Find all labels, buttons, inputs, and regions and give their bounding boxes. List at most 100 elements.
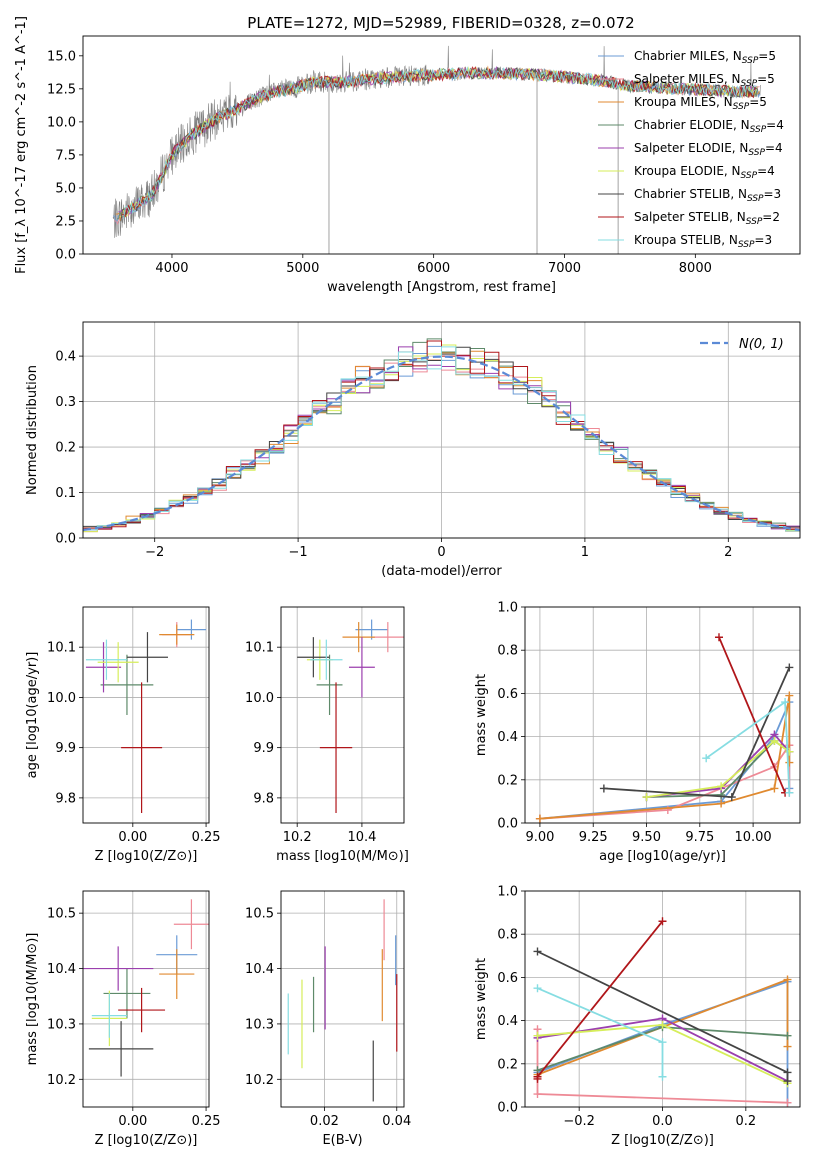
spectrum-legend: Chabrier MILES, NSSP=5 Salpeter MILES, NS… <box>598 49 784 250</box>
y-tick-label: 0.6 <box>497 687 518 702</box>
residuals-data <box>83 338 800 533</box>
y-tick-label: 0.1 <box>55 486 76 501</box>
weight-point <box>783 975 792 984</box>
weight-point <box>770 736 779 745</box>
plot-frame <box>280 606 405 824</box>
y-tick-label: 15.0 <box>47 49 76 64</box>
x-tick-label: 0.0 <box>652 1114 673 1129</box>
y-tick-label: 12.5 <box>47 82 76 97</box>
weight-point <box>533 1090 542 1099</box>
y-tick-label: 7.5 <box>55 148 76 163</box>
weight-point <box>717 782 726 791</box>
x-tick-label: 0.25 <box>192 830 221 845</box>
mass_weight_vs_Z-data <box>533 917 792 1107</box>
spectrum-model-9 <box>123 66 756 220</box>
y-tick-label: 0.0 <box>55 248 76 263</box>
y-tick-label: 9.8 <box>253 791 274 806</box>
x-tick-label: 10.00 <box>734 830 771 845</box>
mass_vs_Z-data <box>83 899 209 1077</box>
weight-point <box>783 1042 792 1051</box>
y-tick-label: 9.9 <box>253 741 274 756</box>
y-tick-label: 0.4 <box>497 1014 518 1029</box>
y-tick-label: 9.8 <box>55 791 76 806</box>
figure-title: PLATE=1272, MJD=52989, FIBERID=0328, z=0… <box>247 14 634 32</box>
x-tick-label: −1 <box>289 545 308 560</box>
weight-line-9 <box>705 700 791 793</box>
y-tick-label: 2.5 <box>55 214 76 229</box>
y-tick-label: 10.0 <box>47 691 76 706</box>
gaussian-curve <box>83 355 800 532</box>
age_vs_mass-data <box>297 619 404 813</box>
spectrum-data <box>112 45 761 254</box>
spectrum-model-7 <box>120 67 758 222</box>
x-tick-label: 0.04 <box>382 1114 411 1129</box>
legend-entry: Salpeter MILES, NSSP=5 <box>634 72 775 89</box>
x-tick-label: 10.2 <box>283 830 312 845</box>
y-axis-label: mass weight <box>474 674 489 756</box>
y-tick-label: 10.0 <box>47 115 76 130</box>
x-tick-label: −0.2 <box>563 1114 595 1129</box>
y-tick-label: 0.2 <box>55 441 76 456</box>
weight-point <box>533 947 542 956</box>
y-tick-label: 1.0 <box>497 601 518 616</box>
y-tick-label: 10.5 <box>245 907 274 922</box>
y-tick-label: 10.0 <box>245 691 274 706</box>
x-tick-label: 5000 <box>286 261 319 276</box>
plot-frame <box>82 321 801 539</box>
plot-frame <box>82 890 210 1108</box>
y-tick-label: 5.0 <box>55 181 76 196</box>
y-tick-label: 0.0 <box>497 1101 518 1116</box>
mass_vs_ebv-panel: 0.02 0.04 10.2 10.3 10.4 10.5 E(B-V) <box>245 890 411 1148</box>
residual-histogram-9 <box>83 346 800 532</box>
weight-point <box>658 1020 667 1029</box>
x-tick-label: 9.50 <box>632 830 661 845</box>
x-axis-label: Z [log10(Z/Z⊙)] <box>611 1133 714 1148</box>
weight-point <box>785 788 794 797</box>
x-axis-label: E(B-V) <box>322 1133 362 1148</box>
legend-entry: Chabrier STELIB, NSSP=3 <box>634 187 781 204</box>
legend-entry: Salpeter STELIB, NSSP=2 <box>634 210 780 227</box>
x-tick-label: 9.00 <box>525 830 554 845</box>
legend-entry: Kroupa MILES, NSSP=5 <box>634 95 767 112</box>
weight-point <box>533 1072 542 1081</box>
mass_vs_ebv-data <box>287 899 398 1102</box>
y-tick-label: 0.8 <box>497 928 518 943</box>
x-axis-label: Z [log10(Z/Z⊙)] <box>95 849 198 864</box>
plot-frame <box>82 35 801 255</box>
weight-point <box>702 754 711 763</box>
residuals-legend: N(0, 1) <box>700 337 784 352</box>
weight-point <box>783 1077 792 1086</box>
x-tick-label: 10.4 <box>347 830 376 845</box>
plot-frame <box>82 606 210 824</box>
residuals-panel: −2 −1 0 1 2 0.0 0.1 0.2 0.3 0.4 (data-model)/error… <box>25 321 801 579</box>
y-tick-label: 0.4 <box>55 350 76 365</box>
y-tick-label: 10.2 <box>245 1073 274 1088</box>
x-axis-label: wavelength [Angstrom, rest frame] <box>327 280 556 295</box>
legend-entry: Chabrier MILES, NSSP=5 <box>634 49 776 66</box>
y-tick-label: 10.4 <box>47 962 76 977</box>
x-axis-label: Z [log10(Z/Z⊙)] <box>95 1133 198 1148</box>
y-tick-label: 0.8 <box>497 644 518 659</box>
x-tick-label: 0.00 <box>118 830 147 845</box>
weight-point <box>642 793 651 802</box>
x-tick-label: 4000 <box>155 261 188 276</box>
y-tick-label: 0.2 <box>497 773 518 788</box>
weight-line-8 <box>536 920 664 1079</box>
y-tick-label: 10.3 <box>245 1017 274 1032</box>
weight-point <box>533 1031 542 1040</box>
y-tick-label: 0.0 <box>497 817 518 832</box>
weight-point <box>785 691 794 700</box>
weight-point <box>781 698 790 707</box>
weight-point <box>783 1031 792 1040</box>
x-tick-label: 9.75 <box>685 830 714 845</box>
x-tick-label: 2 <box>724 545 732 560</box>
plot-frame <box>524 890 801 1108</box>
y-axis-label: Flux [f_λ 10^-17 erg cm^-2 s^-1 A^-1] <box>14 16 29 274</box>
y-tick-label: 0.0 <box>55 532 76 547</box>
weight-point <box>785 663 794 672</box>
weight-point <box>599 784 608 793</box>
age_vs_mass-panel: 10.2 10.4 9.8 9.9 10.0 10.1 mass [log10(M/M⊙)] <box>245 606 409 864</box>
weight-point <box>658 917 667 926</box>
x-tick-label: −2 <box>145 545 164 560</box>
